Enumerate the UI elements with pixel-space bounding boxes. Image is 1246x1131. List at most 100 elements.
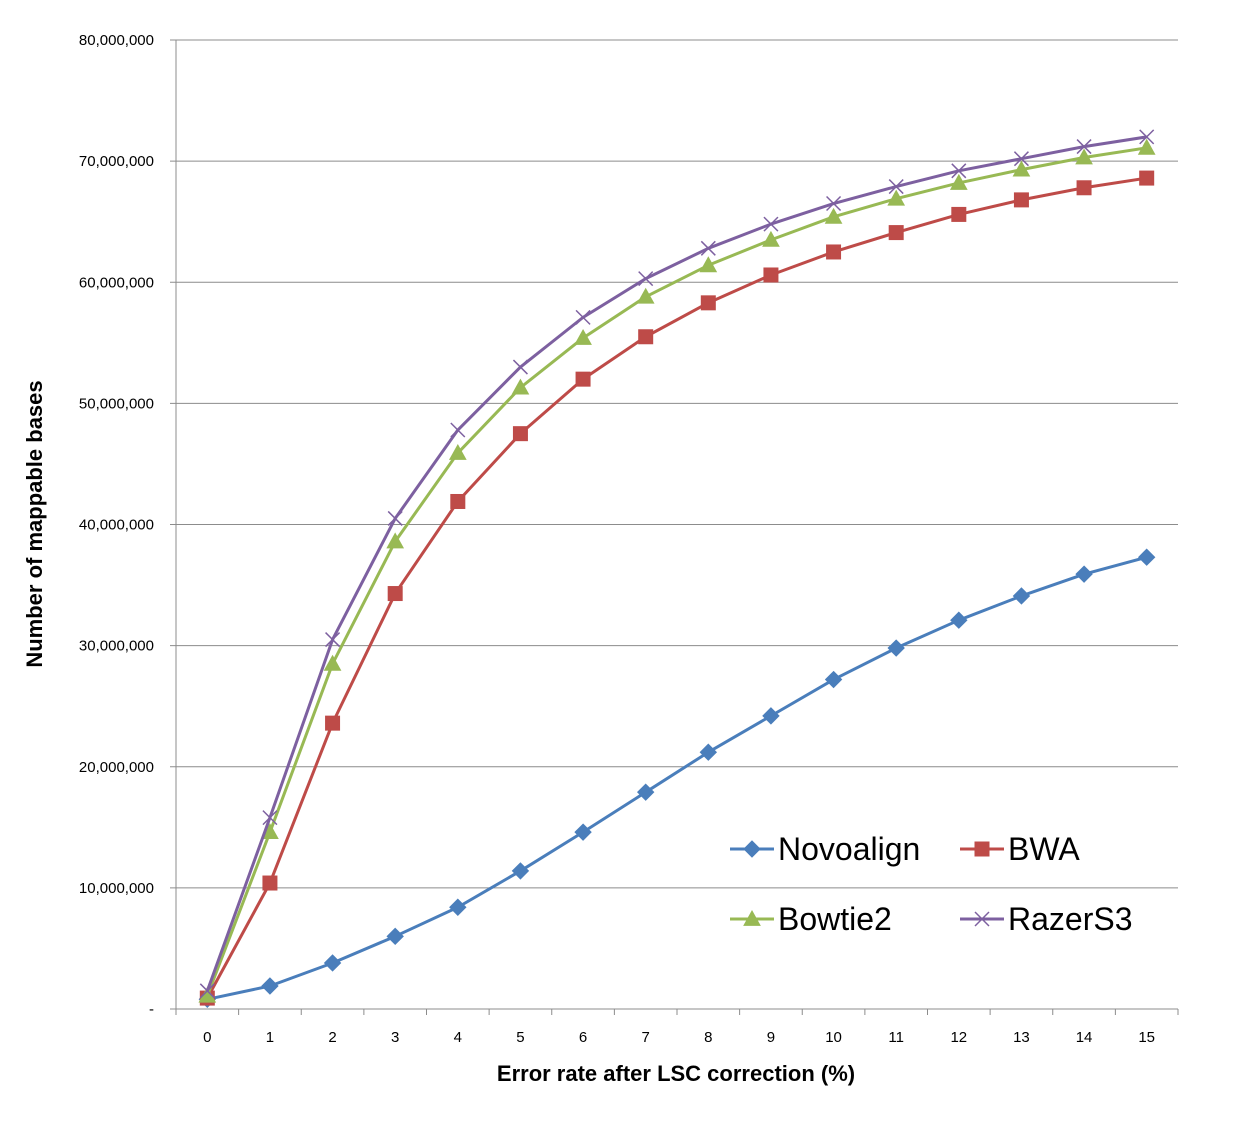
data-point-bwa xyxy=(1076,180,1092,196)
data-point-novoalign xyxy=(699,743,718,761)
x-tick-label: 6 xyxy=(579,1029,587,1046)
data-point-bowtie2 xyxy=(762,230,780,247)
series-razers3 xyxy=(199,129,1155,999)
y-tick-label: 30,000,000 xyxy=(79,638,154,655)
data-point-razers3 xyxy=(951,163,967,179)
data-point-bowtie2 xyxy=(887,189,906,206)
y-tick-label: 80,000,000 xyxy=(79,32,154,49)
legend-item-bowtie2: Bowtie2 xyxy=(730,901,892,937)
data-point-novoalign xyxy=(1137,548,1156,566)
y-tick-label: 50,000,000 xyxy=(79,395,154,412)
data-point-razers3 xyxy=(1013,151,1029,167)
data-point-bowtie2 xyxy=(386,532,405,549)
x-tick-label: 0 xyxy=(203,1029,211,1046)
series-line-bwa xyxy=(205,176,1147,999)
x-axis-title: Error rate after LSC correction (%) xyxy=(497,1061,855,1086)
data-point-razers3 xyxy=(700,240,716,256)
series-line-novoalign xyxy=(207,555,1148,1001)
data-point-novoalign xyxy=(511,862,530,880)
data-point-bwa xyxy=(262,875,278,891)
data-point-bowtie2 xyxy=(1137,138,1156,155)
y-tick-label: 60,000,000 xyxy=(79,274,154,291)
legend-marker-razers3 xyxy=(974,911,990,927)
data-point-bowtie2 xyxy=(699,256,718,273)
x-tick-label: 12 xyxy=(950,1029,967,1046)
data-point-bwa xyxy=(450,493,466,509)
data-point-bowtie2 xyxy=(636,287,655,304)
data-point-razers3 xyxy=(1076,139,1092,155)
legend-label: BWA xyxy=(1008,831,1080,867)
y-tick-labels: - 10,000,000 20,000,000 30,000,000 40,000,00… xyxy=(79,32,154,1018)
data-point-razers3 xyxy=(262,810,278,826)
data-point-bowtie2 xyxy=(1075,148,1093,165)
x-tick-label: 14 xyxy=(1076,1029,1093,1046)
data-point-bwa xyxy=(951,206,967,222)
y-tick-label: - xyxy=(149,1001,154,1018)
series-bwa xyxy=(199,170,1155,1006)
data-point-razers3 xyxy=(638,271,654,287)
data-point-bwa xyxy=(1013,192,1029,208)
data-point-novoalign xyxy=(1012,587,1031,605)
data-point-bwa xyxy=(512,426,528,442)
series-line-razers3 xyxy=(205,135,1147,992)
data-point-razers3 xyxy=(199,983,215,999)
x-tick-label: 15 xyxy=(1138,1029,1155,1046)
legend-marker-bwa xyxy=(974,841,990,857)
data-point-novoalign xyxy=(887,639,905,657)
legend-label: Novoalign xyxy=(778,831,920,867)
data-point-novoalign xyxy=(950,611,968,629)
x-tick-label: 8 xyxy=(704,1029,712,1046)
legend: Novoalign BWA Bowtie2 RazerS3 xyxy=(730,831,1133,937)
data-point-bowtie2 xyxy=(574,328,592,345)
legend-item-bwa: BWA xyxy=(960,831,1080,867)
x-tick-label: 1 xyxy=(266,1029,274,1046)
y-tick-label: 10,000,000 xyxy=(79,880,154,897)
y-tick-label: 40,000,000 xyxy=(79,517,154,534)
data-point-bwa xyxy=(763,267,779,283)
data-point-bwa xyxy=(700,295,716,311)
data-point-razers3 xyxy=(512,359,528,375)
x-tick-label: 2 xyxy=(328,1029,336,1046)
data-point-razers3 xyxy=(325,632,341,648)
data-point-bowtie2 xyxy=(511,378,530,395)
data-point-novoalign xyxy=(574,823,592,841)
x-tick-label: 3 xyxy=(391,1029,399,1046)
data-point-novoalign xyxy=(824,670,843,689)
data-point-razers3 xyxy=(826,195,842,212)
x-tick-label: 11 xyxy=(888,1029,904,1046)
legend-marker-novoalign xyxy=(743,840,761,858)
x-tick-label: 10 xyxy=(825,1029,842,1046)
data-point-novoalign xyxy=(386,927,404,946)
data-point-bwa xyxy=(387,586,403,602)
x-tick-label: 4 xyxy=(454,1029,462,1046)
data-point-bwa xyxy=(638,329,654,345)
y-tick-label: 20,000,000 xyxy=(79,759,154,776)
data-point-novoalign xyxy=(261,977,279,995)
data-point-razers3 xyxy=(387,510,403,526)
data-point-novoalign xyxy=(449,898,467,916)
y-tick-label: 70,000,000 xyxy=(79,153,154,170)
legend-marker-bowtie2 xyxy=(743,909,761,926)
data-point-bwa xyxy=(888,225,904,241)
x-tick-labels: 0 1 2 3 4 5 6 7 8 9 10 11 12 13 14 15 xyxy=(203,1029,1155,1046)
data-point-bowtie2 xyxy=(949,173,968,190)
series-group xyxy=(198,129,1156,1009)
legend-item-novoalign: Novoalign xyxy=(730,831,920,867)
data-point-novoalign xyxy=(323,954,342,972)
axes xyxy=(170,39,1179,1015)
data-point-razers3 xyxy=(1139,129,1155,145)
data-point-novoalign xyxy=(762,707,780,725)
legend-label: RazerS3 xyxy=(1008,901,1133,937)
legend-label: Bowtie2 xyxy=(778,901,892,937)
data-point-bwa xyxy=(826,244,842,260)
data-point-razers3 xyxy=(763,216,779,232)
data-point-bowtie2 xyxy=(1012,160,1031,177)
data-point-bowtie2 xyxy=(824,207,843,224)
data-point-bwa xyxy=(575,371,591,387)
data-point-novoalign xyxy=(1075,565,1093,583)
series-bowtie2 xyxy=(198,138,1156,1003)
data-point-razers3 xyxy=(450,422,466,438)
x-tick-label: 5 xyxy=(516,1029,524,1046)
data-point-bwa xyxy=(1139,170,1155,186)
